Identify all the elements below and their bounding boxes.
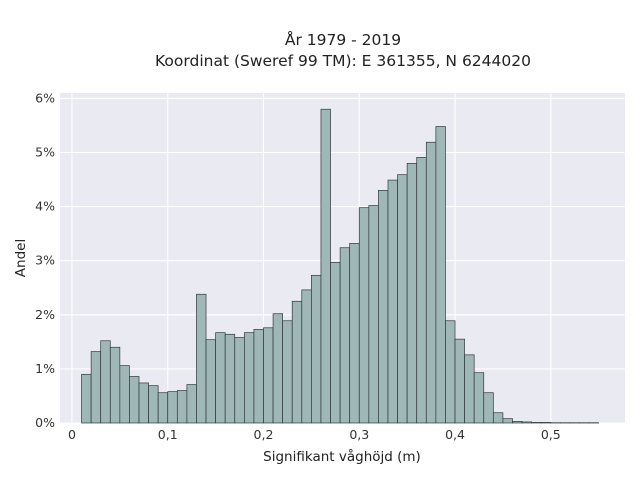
y-tick-label-2: 2% [35,307,55,322]
histogram-bar-19 [263,327,274,424]
x-tick-label-0: 0 [68,427,76,442]
histogram-bar-8 [157,392,169,424]
chart-title-line-2: Koordinat (Sweref 99 TM): E 361355, N 62… [155,52,531,70]
x-tick-label-5: 0,5 [541,427,561,442]
histogram-bar-0 [81,373,92,424]
x-tick-label-1: 0,1 [158,427,178,442]
histogram-bar-20 [272,313,283,424]
histogram-bar-27 [339,247,351,424]
histogram-bar-33 [397,174,408,424]
histogram-bar-29 [358,207,370,424]
histogram-bar-24 [311,274,322,424]
histogram-bar-39 [454,338,465,424]
histogram-bar-47 [531,422,542,424]
histogram-bar-7 [148,385,159,424]
histogram-bar-1 [90,351,102,424]
histogram-bar-6 [138,382,149,424]
histogram-bar-26 [330,261,341,424]
y-tick-label-0: 0% [35,415,55,430]
histogram-bar-2 [100,340,111,424]
histogram-bar-22 [291,300,303,424]
histogram-bar-17 [243,332,255,424]
histogram-bar-16 [234,337,245,424]
histogram-bar-30 [368,205,379,424]
histogram-bar-31 [378,190,389,424]
histogram-bar-40 [464,354,475,424]
chart-title-line-1: År 1979 - 2019 [285,30,401,49]
histogram-bar-21 [282,320,293,424]
histogram-bar-44 [502,418,513,424]
histogram-bar-46 [521,421,532,424]
histogram-bar-13 [205,339,216,424]
histogram-bar-28 [349,243,360,424]
histogram-bar-10 [176,390,188,424]
x-tick-label-2: 0,2 [254,427,274,442]
y-tick-label-5: 5% [35,145,55,160]
histogram-bar-34 [406,162,418,424]
histogram-bar-5 [129,376,140,424]
histogram-bar-37 [435,126,446,424]
y-axis-label: Andel [13,239,29,277]
x-tick-label-4: 0,4 [445,427,465,442]
histogram-bar-3 [109,346,121,424]
histogram-bar-41 [473,372,485,424]
histogram-bar-42 [483,392,494,424]
y-tick-label-6: 6% [35,90,55,105]
histogram-bar-38 [445,320,456,424]
histogram-bar-11 [186,384,197,424]
x-axis-label: Signifikant våghöjd (m) [263,448,421,465]
histogram-bar-36 [425,141,437,424]
histogram-bar-25 [320,108,331,424]
y-tick-label-4: 4% [35,199,55,214]
y-tick-label-3: 3% [35,253,55,268]
plot-area: 0 0,1 0,2 0,3 0,4 0,5 0% 1% 2% 3% 4% 5% 6% [35,90,625,442]
histogram-bar-45 [512,421,523,424]
histogram-bar-4 [119,365,130,424]
histogram-bar-12 [196,293,207,424]
histogram-bar-14 [215,332,226,424]
histogram-bar-18 [253,329,264,424]
x-tick-label-3: 0,3 [349,427,369,442]
histogram-bar-15 [224,333,236,424]
y-tick-label-1: 1% [35,361,55,376]
histogram-bar-32 [387,179,398,424]
histogram-bar-23 [301,289,312,424]
histogram-bar-48 [540,422,552,424]
histogram-bar-35 [416,157,427,424]
histogram-bar-43 [492,412,504,424]
histogram-bar-9 [167,391,178,424]
